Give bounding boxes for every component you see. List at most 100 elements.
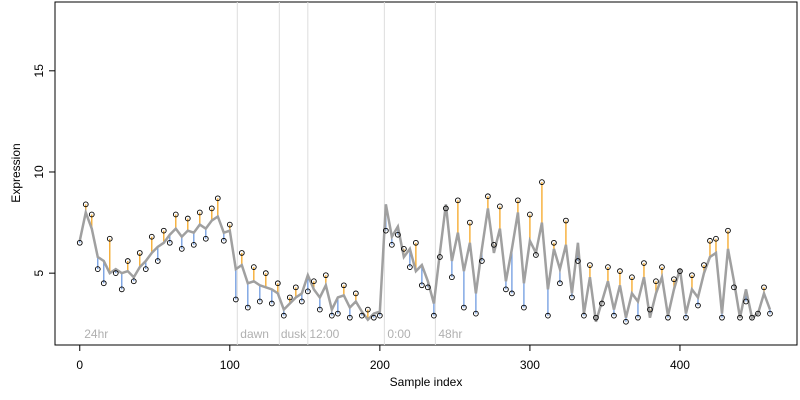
observed-point (689, 272, 695, 279)
observed-point (130, 278, 137, 285)
observed-point (617, 268, 623, 274)
observed-point (635, 314, 641, 321)
observed-point (509, 290, 515, 297)
observed-point (377, 312, 383, 319)
observed-point (425, 284, 431, 291)
observed-point (250, 264, 257, 270)
observed-point (280, 312, 287, 319)
observed-point (371, 314, 377, 321)
observed-point (569, 294, 575, 301)
observed-point (515, 197, 521, 204)
observed-point (142, 266, 149, 272)
observed-point (437, 254, 443, 260)
observed-point (623, 318, 629, 325)
observed-point (310, 278, 317, 285)
annotation: dusk (281, 327, 307, 341)
observed-point (226, 221, 233, 228)
observed-point (232, 296, 239, 303)
fitted-line (78, 204, 772, 323)
observed-point (629, 274, 635, 281)
observed-point (196, 209, 203, 216)
x-axis-label: Sample index (390, 375, 463, 389)
observed-point (238, 250, 245, 256)
observed-point (322, 272, 329, 279)
observed-point (383, 227, 389, 234)
observed-point (665, 314, 671, 321)
observed-point (389, 241, 395, 248)
observed-point (76, 239, 83, 246)
observed-point (124, 258, 131, 264)
x-tick-label: 0 (76, 358, 83, 372)
observed-point (593, 314, 599, 321)
observed-point (160, 227, 167, 234)
annotation: 48hr (438, 327, 462, 341)
observed-point (286, 294, 293, 301)
annotation: dawn (240, 327, 269, 341)
observed-point (575, 258, 581, 264)
observed-point (719, 314, 725, 321)
annotation: 12:00 (309, 327, 339, 341)
observed-point (737, 314, 743, 321)
x-tick-label: 400 (670, 358, 690, 372)
observed-point (467, 219, 473, 226)
annotation: 24hr (84, 327, 108, 341)
observed-point (166, 239, 173, 246)
observed-point (178, 246, 185, 252)
observed-point (112, 270, 119, 277)
observed-point (449, 274, 455, 281)
x-tick-label: 200 (370, 358, 390, 372)
observed-point (713, 235, 719, 242)
observed-point (683, 314, 689, 321)
observed-point (641, 260, 647, 266)
y-axis-label: Expression (9, 143, 23, 202)
observed-point (533, 252, 539, 258)
observed-point (359, 312, 365, 319)
observed-point (599, 300, 605, 307)
observed-point (671, 276, 677, 283)
observed-point (539, 179, 545, 185)
observed-point (256, 298, 263, 305)
observed-point (479, 258, 485, 264)
annotation: 0:00 (387, 327, 411, 341)
observed-point (292, 284, 299, 291)
observed-point (587, 262, 593, 268)
observed-point (274, 280, 281, 287)
observed-point (262, 270, 269, 277)
observed-point (749, 314, 755, 321)
observed-point (214, 195, 221, 202)
observed-point (82, 201, 89, 208)
observed-point (653, 278, 659, 285)
observed-point (461, 304, 467, 311)
observed-point (413, 239, 419, 246)
plot-frame (54, 1, 798, 346)
observed-point (340, 282, 347, 289)
observed-point (353, 290, 359, 297)
observed-point (316, 306, 323, 313)
observed-point (244, 304, 251, 311)
observed-point (100, 280, 107, 287)
observed-point (298, 298, 305, 305)
observed-point (521, 304, 527, 311)
observed-point (725, 227, 731, 234)
observed-point (407, 264, 413, 270)
observed-point (563, 217, 569, 224)
observed-point (334, 310, 341, 317)
observed-point (443, 205, 449, 212)
observed-point (148, 233, 155, 240)
observed-point (605, 264, 611, 270)
observed-point (106, 235, 113, 242)
x-tick-label: 300 (520, 358, 540, 372)
observed-point (473, 310, 479, 317)
observed-point (659, 264, 665, 270)
observed-point (743, 298, 749, 305)
observed-point (767, 310, 773, 317)
observed-point (94, 266, 101, 272)
observed-point (611, 312, 617, 319)
observed-point (328, 312, 335, 319)
observed-point (647, 306, 653, 313)
observed-point (365, 306, 371, 313)
y-tick-label: 5 (32, 270, 46, 277)
observed-point (695, 302, 701, 309)
observed-point (581, 312, 587, 319)
